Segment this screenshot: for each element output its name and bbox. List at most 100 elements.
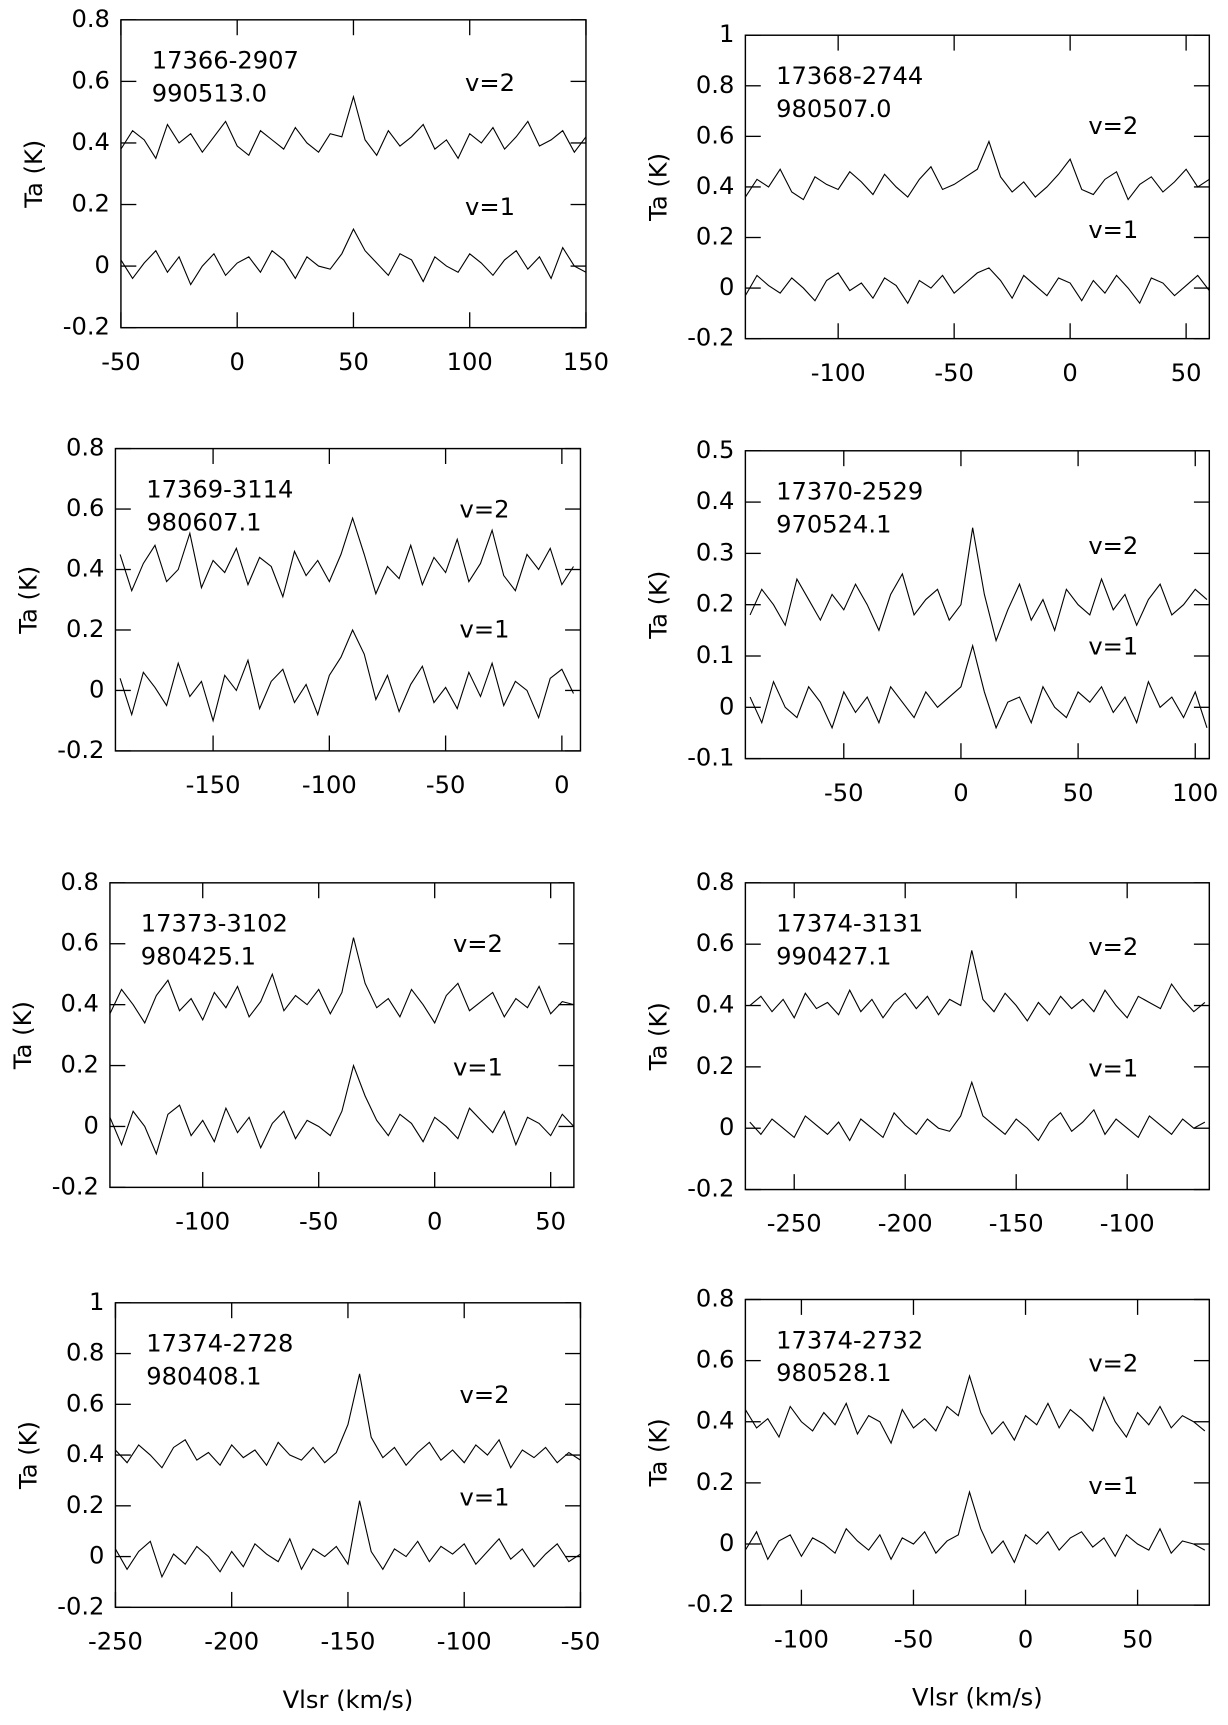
y-tick-label: 0.6: [60, 929, 98, 957]
y-tick-label: 0: [89, 675, 104, 703]
plot-frame: [109, 882, 575, 1189]
spectrum-line: [109, 937, 575, 1025]
y-tick-label: 0.2: [696, 223, 734, 251]
x-tick-label: -200: [878, 1210, 933, 1238]
y-tick-label: 0.6: [66, 1389, 104, 1417]
x-tick-label: -50: [934, 359, 973, 387]
spectrum-line: [744, 1373, 1206, 1445]
spectrum-line: [749, 527, 1208, 643]
y-tick-label: -0.2: [57, 736, 104, 764]
x-tick-label: 0: [229, 348, 244, 376]
y-tick-label: -0.1: [687, 744, 734, 772]
y-tick-label: 0.8: [696, 868, 734, 896]
y-tick-label: 0.8: [60, 868, 98, 896]
panel: -0.2 0 0.2 0.4 0.6 0.8 -100 -50 0 50 Ta (K) Vlsr (k…: [645, 1285, 1211, 1712]
panel: -0.2 0 0.2 0.4 0.6 0.8 1 -100 -50 0 50 Ta (K) 17368-…: [645, 20, 1211, 387]
x-tick-label: -50: [894, 1625, 933, 1653]
y-tick-label: 0.4: [696, 487, 734, 515]
y-tick-label: -0.2: [687, 1175, 734, 1203]
spectrum-line: [749, 643, 1208, 730]
x-tick-label: 100: [447, 348, 493, 376]
panel: -0.1 0 0.1 0.2 0.3 0.4 0.5 -50 0 50 100 Ta (K) 17370…: [645, 436, 1219, 807]
spectrum-line: [744, 139, 1210, 201]
series-label: v=1: [465, 193, 515, 221]
source-label: 17369-3114: [146, 475, 293, 503]
y-tick-label: 0: [719, 692, 734, 720]
source-label: 990513.0: [152, 80, 267, 108]
source-label: 980528.1: [776, 1359, 891, 1387]
y-tick-label: 0.8: [696, 1285, 734, 1313]
y-tick-label: 0.2: [60, 1051, 98, 1079]
source-label: 17370-2529: [776, 478, 923, 506]
panel: -0.2 0 0.2 0.4 0.6 0.8 -50 0 50 100 150 Ta (K) 17366…: [20, 5, 609, 376]
x-tick-label: -250: [767, 1210, 822, 1238]
source-label: 980408.1: [146, 1363, 261, 1391]
spectrum-line: [120, 94, 587, 160]
x-tick-label: -100: [774, 1625, 829, 1653]
y-tick-label: 0.2: [71, 190, 109, 218]
series-label: v=2: [1088, 532, 1138, 560]
spectrum-line: [749, 950, 1206, 1022]
spectrum-line: [120, 227, 587, 286]
x-tick-label: 0: [1018, 1625, 1033, 1653]
y-tick-label: 0.8: [696, 71, 734, 99]
x-tick-label: -50: [426, 771, 465, 799]
y-tick-label: 0.6: [696, 121, 734, 149]
x-tick-label: 50: [1063, 779, 1094, 807]
x-tick-label: -50: [299, 1208, 338, 1236]
x-tick-label: -150: [989, 1210, 1044, 1238]
series-label: v=1: [1088, 632, 1138, 660]
y-axis-label: Ta (K): [15, 1421, 43, 1490]
y-tick-label: 0.5: [696, 436, 734, 464]
y-axis-label: Ta (K): [645, 1418, 673, 1487]
y-tick-label: 0: [89, 1542, 104, 1570]
x-axis-label: Vlsr (km/s): [283, 1686, 414, 1714]
y-tick-label: 1: [89, 1288, 104, 1316]
x-tick-label: 0: [1062, 359, 1077, 387]
y-tick-label: 0.2: [696, 590, 734, 618]
y-tick-label: 0.8: [66, 1339, 104, 1367]
series-label: v=2: [460, 1381, 510, 1409]
x-tick-label: -100: [1100, 1210, 1155, 1238]
panel: -0.2 0 0.2 0.4 0.6 0.8 -100 -50 0 50 Ta (K) 17373-3…: [9, 868, 575, 1236]
source-label: 980607.1: [146, 508, 261, 536]
series-label: v=1: [460, 1484, 510, 1512]
x-tick-label: 50: [338, 348, 369, 376]
series-label: v=2: [453, 930, 503, 958]
source-label: 17368-2744: [776, 62, 923, 90]
y-tick-label: 0.2: [66, 615, 104, 643]
x-tick-label: -50: [824, 779, 863, 807]
y-axis-label: Ta (K): [15, 566, 43, 635]
x-axis-label: Vlsr (km/s): [912, 1684, 1043, 1712]
x-tick-label: 0: [953, 779, 968, 807]
x-tick-label: 50: [1171, 359, 1202, 387]
x-tick-label: 100: [1172, 779, 1218, 807]
y-tick-label: 1: [719, 20, 734, 48]
panel: -0.2 0 0.2 0.4 0.6 0.8 -150 -100 -50 0 Ta (K) 17369…: [15, 434, 582, 799]
source-label: 17374-2728: [146, 1330, 293, 1358]
source-label: 17374-3131: [776, 910, 923, 938]
series-label: v=2: [460, 495, 510, 523]
series-label: v=1: [1088, 216, 1138, 244]
series-label: v=2: [1088, 933, 1138, 961]
source-label: 17374-2732: [776, 1326, 923, 1354]
y-tick-label: 0.8: [71, 5, 109, 33]
spectrum-line: [109, 1063, 575, 1156]
series-label: v=2: [465, 69, 515, 97]
series-label: v=1: [1088, 1472, 1138, 1500]
plot-frame: [744, 1298, 1211, 1606]
series-label: v=1: [460, 616, 510, 644]
series-label: v=2: [1088, 112, 1138, 140]
plot-frame: [114, 447, 582, 752]
y-axis-label: Ta (K): [645, 1002, 673, 1071]
x-tick-label: -100: [302, 771, 357, 799]
y-axis-label: Ta (K): [645, 153, 673, 222]
panel: -0.2 0 0.2 0.4 0.6 0.8 -250 -200 -150 -100 Ta (K) 1…: [645, 868, 1211, 1238]
source-label: 990427.1: [776, 943, 891, 971]
y-tick-label: 0.4: [66, 1440, 104, 1468]
y-tick-label: -0.2: [57, 1592, 104, 1620]
y-axis-label: Ta (K): [9, 1001, 37, 1070]
spectrum-line: [749, 1080, 1206, 1142]
